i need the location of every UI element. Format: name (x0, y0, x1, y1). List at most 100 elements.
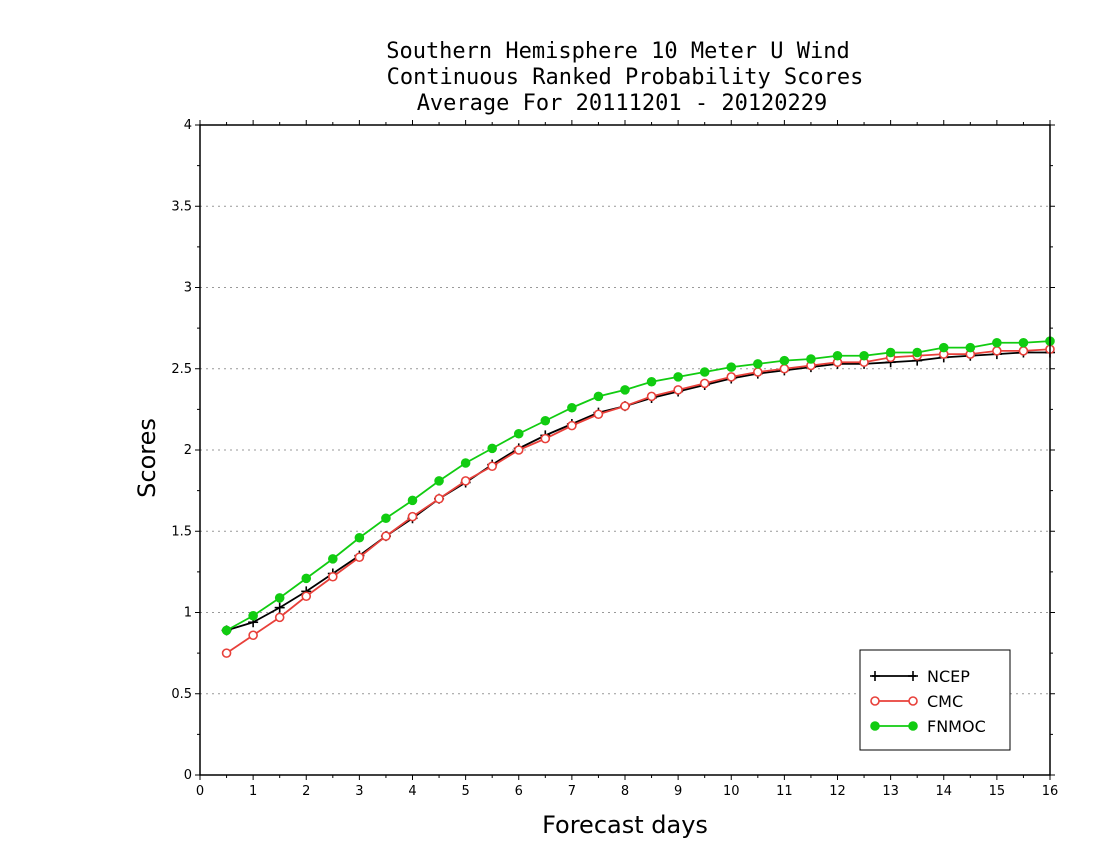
point-cmc (593, 409, 604, 420)
point-cmc (487, 461, 497, 472)
point-fnmoc (593, 391, 604, 402)
point-fnmoc (381, 513, 391, 524)
point-cmc (248, 630, 258, 641)
point-fnmoc (938, 342, 949, 353)
point-fnmoc (328, 554, 338, 564)
point-fnmoc (965, 342, 976, 353)
legend-marker-cmc (870, 696, 880, 706)
legend-label-ncep: NCEP (927, 667, 970, 686)
point-cmc (301, 591, 312, 602)
legend: NCEP CMC FNMOC (859, 649, 1011, 751)
point-cmc (620, 401, 630, 411)
point-fnmoc (248, 610, 258, 621)
x-tick-label: 3 (355, 784, 363, 799)
x-tick-label: 2 (302, 784, 310, 799)
point-fnmoc (513, 428, 524, 439)
point-fnmoc (540, 415, 551, 426)
point-cmc (460, 476, 471, 486)
point-cmc (381, 531, 391, 541)
point-fnmoc (1018, 337, 1029, 348)
series-fnmoc (221, 336, 1055, 636)
series-line-cmc (226, 348, 1051, 654)
legend-marker-cmc (908, 696, 918, 706)
point-fnmoc (806, 354, 816, 364)
point-fnmoc (301, 573, 312, 584)
point-fnmoc (487, 443, 497, 454)
gridlines (200, 205, 1050, 695)
point-fnmoc (859, 350, 869, 361)
point-fnmoc (832, 350, 843, 361)
x-tick-label: 6 (515, 784, 523, 799)
point-cmc (673, 385, 683, 395)
point-cmc (1018, 346, 1029, 356)
point-cmc (646, 391, 657, 402)
title-line-3: Average For 20111201 - 20120229 (417, 91, 828, 116)
x-tick-label: 10 (723, 784, 740, 799)
title-line-1: Southern Hemisphere 10 Meter U Wind (386, 39, 850, 64)
legend-entry-cmc: CMC (870, 692, 963, 711)
x-tick-label: 11 (776, 784, 793, 799)
x-axis-label: Forecast days (542, 811, 708, 839)
legend-marker-fnmoc (870, 721, 880, 731)
legend-label-fnmoc: FNMOC (927, 717, 986, 736)
chart-title: Southern Hemisphere 10 Meter U Wind Cont… (386, 39, 863, 116)
y-tick-label: 3.5 (171, 199, 192, 214)
axis-ticks: 00.511.522.533.540 1 2 3 4 5 6 7 8 9 10 11 12 13 14 15 1… (171, 118, 1058, 799)
point-cmc (540, 433, 551, 444)
point-fnmoc (274, 593, 285, 603)
point-cmc (274, 612, 285, 623)
point-cmc (328, 571, 338, 582)
y-tick-label: 2.5 (171, 362, 192, 377)
x-tick-label: 16 (1042, 784, 1059, 799)
point-fnmoc (673, 372, 683, 382)
point-fnmoc (779, 355, 790, 366)
y-tick-label: 0.5 (171, 687, 192, 702)
series-line-ncep (226, 351, 1050, 632)
x-tick-label: 13 (882, 784, 899, 799)
legend-label-cmc: CMC (927, 692, 963, 711)
point-fnmoc (434, 476, 444, 486)
x-tick-label: 8 (621, 784, 629, 799)
point-fnmoc (354, 532, 365, 543)
y-tick-label: 1 (184, 606, 192, 621)
point-fnmoc (726, 362, 737, 372)
legend-marker-fnmoc (908, 721, 918, 731)
plot-frame (199, 124, 1051, 776)
point-fnmoc (460, 458, 471, 468)
legend-box (859, 649, 1011, 751)
point-fnmoc (567, 402, 577, 413)
y-tick-label: 3 (184, 281, 192, 296)
point-cmc (354, 552, 365, 563)
y-tick-label: 4 (184, 118, 192, 133)
point-fnmoc (912, 347, 922, 358)
point-fnmoc (407, 495, 418, 506)
y-tick-label: 0 (184, 768, 192, 783)
x-tick-label: 0 (196, 784, 204, 799)
series-layer (221, 336, 1055, 658)
point-cmc (513, 445, 524, 455)
point-fnmoc (620, 385, 630, 395)
point-fnmoc (885, 347, 896, 358)
point-fnmoc (992, 337, 1002, 348)
x-tick-label: 4 (408, 784, 416, 799)
x-tick-label: 5 (461, 784, 469, 799)
point-cmc (407, 511, 418, 522)
x-tick-label: 1 (249, 784, 257, 799)
point-fnmoc (699, 367, 710, 377)
point-cmc (779, 363, 790, 374)
y-axis-label: Scores (133, 418, 161, 498)
x-tick-label: 9 (674, 784, 682, 799)
series-ncep (221, 347, 1055, 636)
point-fnmoc (221, 625, 232, 636)
x-tick-label: 14 (935, 784, 952, 799)
x-tick-label: 15 (989, 784, 1006, 799)
point-cmc (699, 378, 710, 389)
point-cmc (992, 346, 1002, 356)
title-line-2: Continuous Ranked Probability Scores (387, 65, 864, 90)
point-cmc (221, 648, 232, 658)
x-tick-label: 7 (568, 784, 576, 799)
legend-entry-fnmoc: FNMOC (870, 717, 986, 736)
y-tick-label: 2 (184, 443, 192, 458)
point-fnmoc (753, 359, 763, 369)
